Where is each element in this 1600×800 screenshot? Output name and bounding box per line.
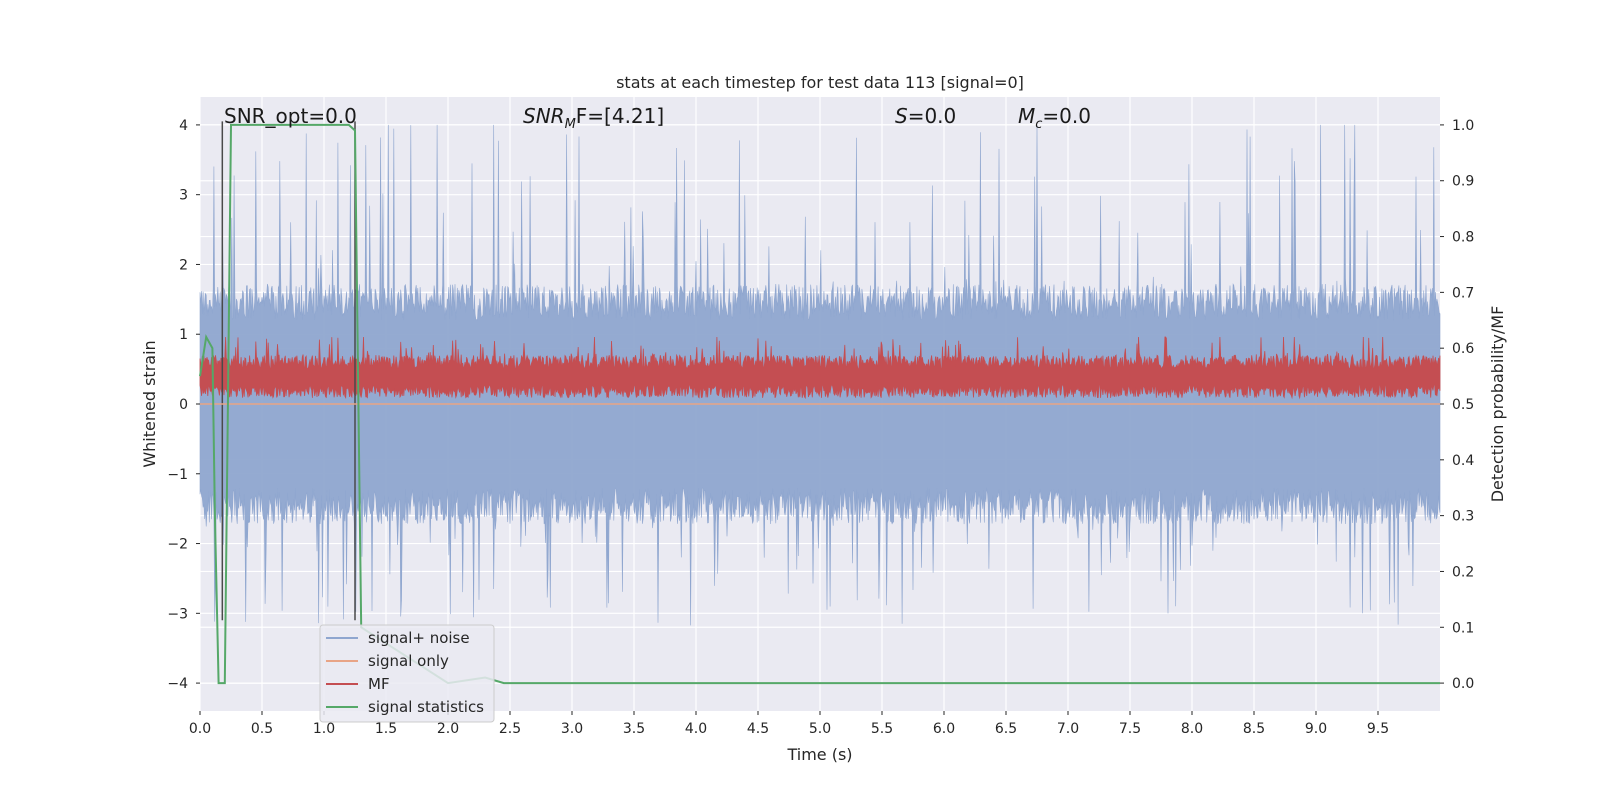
annotation-snr-opt: SNR_opt=0.0	[224, 104, 357, 128]
legend-label-signal-noise: signal+ noise	[368, 629, 470, 647]
annotation-snr-mf: SNRMF=[4.21]	[523, 104, 664, 132]
x-axis-label: Time (s)	[786, 745, 852, 764]
y-left-axis-ticks: −4 −3 −2 −1 0 1 2 3 4	[167, 118, 200, 692]
y-left-tick-label: −1	[167, 467, 188, 483]
legend-label-signal-only: signal only	[368, 652, 449, 670]
y-right-tick-label: 0.3	[1452, 509, 1474, 525]
chart-title: stats at each timestep for test data 113…	[616, 73, 1024, 92]
x-tick-label: 3.5	[623, 721, 645, 737]
y-right-tick-label: 0.7	[1452, 285, 1474, 301]
y-right-tick-label: 0.0	[1452, 676, 1474, 692]
mf-series	[199, 336, 1441, 400]
y-left-tick-label: 3	[179, 188, 188, 204]
x-tick-label: 8.5	[1243, 721, 1265, 737]
annotation-s: S=0.0	[895, 104, 956, 128]
x-tick-label: 1.5	[375, 721, 397, 737]
x-tick-label: 5.0	[809, 721, 831, 737]
legend-label-signal-statistics: signal statistics	[368, 698, 484, 716]
x-tick-label: 6.5	[995, 721, 1017, 737]
x-tick-label: 9.5	[1367, 721, 1389, 737]
y-left-tick-label: 1	[179, 327, 188, 343]
y-right-tick-label: 0.2	[1452, 564, 1474, 580]
x-tick-label: 2.0	[437, 721, 459, 737]
x-tick-label: 0.5	[251, 721, 273, 737]
y-right-tick-label: 0.4	[1452, 453, 1474, 469]
y-right-tick-label: 1.0	[1452, 118, 1474, 134]
x-tick-label: 2.5	[499, 721, 521, 737]
x-tick-label: 8.0	[1181, 721, 1203, 737]
y-left-tick-label: 4	[179, 118, 188, 134]
x-tick-label: 7.5	[1119, 721, 1141, 737]
x-tick-label: 3.0	[561, 721, 583, 737]
y-left-tick-label: −3	[167, 606, 188, 622]
y-right-tick-label: 0.6	[1452, 341, 1474, 357]
y-left-tick-label: 0	[179, 397, 188, 413]
x-tick-label: 7.0	[1057, 721, 1079, 737]
y-right-axis-ticks: 0.0 0.1 0.2 0.3 0.4 0.5 0.6 0.7 0.8 0.9 1.0	[1440, 118, 1474, 692]
y-left-tick-label: −2	[167, 537, 188, 553]
x-tick-label: 5.5	[871, 721, 893, 737]
y-right-tick-label: 0.8	[1452, 230, 1474, 246]
y-left-axis-label: Whitened strain	[140, 340, 159, 467]
x-tick-label: 0.0	[189, 721, 211, 737]
y-left-tick-label: 2	[179, 257, 188, 273]
x-tick-label: 4.5	[747, 721, 769, 737]
mf-band	[199, 336, 1441, 400]
y-right-tick-label: 0.9	[1452, 174, 1474, 190]
y-left-tick-label: −4	[167, 676, 188, 692]
x-tick-label: 6.0	[933, 721, 955, 737]
x-tick-label: 4.0	[685, 721, 707, 737]
legend-box	[319, 624, 495, 723]
legend-label-mf: MF	[368, 675, 390, 693]
x-tick-label: 9.0	[1305, 721, 1327, 737]
y-right-axis-label: Detection probability/MF	[1488, 306, 1507, 503]
x-axis-ticks: 0.0 0.5 1.0 1.5 2.0 2.5 3.0 3.5 4.0 4.5 5.0 5.5 6.0 6…	[189, 711, 1389, 737]
annotation-mc: Mc=0.0	[1018, 104, 1091, 132]
y-right-tick-label: 0.5	[1452, 397, 1474, 413]
y-right-tick-label: 0.1	[1452, 620, 1474, 636]
legend: signal+ noise signal only MF signal stat…	[319, 624, 495, 723]
x-tick-label: 1.0	[313, 721, 335, 737]
